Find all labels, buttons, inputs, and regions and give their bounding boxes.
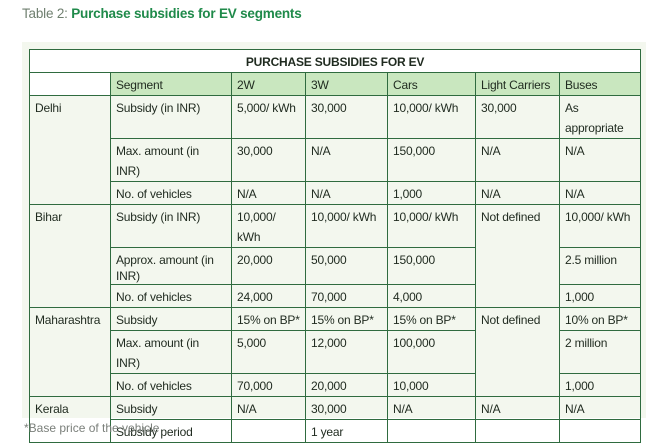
header-row: Segment 2W 3W Cars Light Carriers Buses [29, 72, 642, 96]
table-cell: N/A [475, 396, 560, 420]
table-cell: 10,000/ kWh [558, 204, 642, 248]
table-cell: 1,000 [387, 181, 476, 205]
table-row: Approx. amount (in INR) 20,000 50,000 15… [30, 247, 642, 285]
state-cell: Kerala [29, 396, 111, 443]
table-cell: Approx. amount (in INR) [110, 247, 232, 285]
table-cell: 12,000 [305, 330, 388, 374]
table-cell: Max. amount (in INR) [110, 330, 232, 374]
table-cell: 2 million [558, 330, 642, 374]
table-cell: 4,000 [387, 284, 476, 308]
header-cell: Cars [387, 72, 476, 96]
table-row: No. of vehicles 24,000 70,000 4,000 1,00… [30, 284, 642, 308]
table-cell: 15% on BP* [305, 307, 388, 331]
table-cell: 24,000 [231, 284, 306, 308]
table-cell: 10,000/ kWh [305, 204, 388, 248]
table-cell: 30,000 [305, 95, 388, 139]
table-cell: 30,000 [475, 95, 560, 139]
state-cell: Maharashtra [29, 307, 111, 397]
table-cell: 50,000 [305, 247, 388, 285]
table-row: Kerala Subsidy N/A 30,000 N/A N/A N/A [29, 396, 642, 443]
table-cell: Subsidy (in INR) [110, 95, 232, 139]
table-cell: 100,000 [387, 330, 476, 374]
state-cell: Bihar [29, 204, 111, 308]
table-cell: N/A [558, 138, 642, 182]
table-cell: 150,000 [387, 138, 476, 182]
table-row: Max. amount (in INR) 30,000 N/A 150,000 … [30, 138, 642, 182]
table-cell: N/A [231, 396, 306, 420]
table-cell: 10,000/ kWh [231, 204, 306, 248]
table-cell: Subsidy [110, 307, 232, 331]
table-cell: 10,000 [387, 373, 476, 397]
table-cell: Max. amount (in INR) [110, 138, 232, 182]
table-caption: Table 2: Purchase subsidies for EV segme… [22, 6, 302, 21]
caption-prefix: Table 2: [22, 6, 72, 21]
table-cell: 15% on BP* [231, 307, 306, 331]
header-corner [29, 72, 111, 96]
header-cell: Light Carriers [475, 72, 560, 96]
state-cell: Delhi [29, 95, 111, 205]
table-cell: Subsidy [110, 396, 232, 420]
table-cell: 10% on BP* [558, 307, 642, 331]
table-cell: 70,000 [231, 373, 306, 397]
table-cell: 20,000 [305, 373, 388, 397]
table-cell [475, 419, 560, 443]
table-cell: 5,000 [231, 330, 306, 374]
table-cell: 30,000 [305, 396, 388, 420]
table-cell: 10,000/ kWh [387, 204, 476, 248]
table-cell: 5,000/ kWh [231, 95, 306, 139]
table-cell: Not defined [475, 307, 560, 397]
table-cell [231, 419, 306, 443]
header-cell: 2W [231, 72, 306, 96]
table-cell: 30,000 [231, 138, 306, 182]
table-cell: Not defined [475, 204, 560, 308]
table-cell: No. of vehicles [110, 181, 232, 205]
table-cell: N/A [558, 396, 642, 420]
table-cell: N/A [558, 181, 642, 205]
table-cell [558, 419, 642, 443]
table-cell: No. of vehicles [110, 373, 232, 397]
table-row: Delhi Subsidy (in INR) 5,000/ kWh 30,000… [29, 95, 642, 205]
table-cell: No. of vehicles [110, 284, 232, 308]
table-cell: N/A [305, 138, 388, 182]
table-cell: 1 year [305, 419, 388, 443]
header-cell: 3W [305, 72, 388, 96]
table-cell: 15% on BP* [387, 307, 476, 331]
table-row: Max. amount (in INR) 5,000 12,000 100,00… [30, 330, 642, 374]
header-cell: Segment [110, 72, 232, 96]
table-cell: 10,000/ kWh [387, 95, 476, 139]
footnote: *Base price of the vehicle [24, 421, 160, 435]
table-cell [387, 419, 476, 443]
table-cell: As appropriate [558, 95, 642, 139]
table-cell: 1,000 [558, 284, 642, 308]
table-cell: Subsidy (in INR) [110, 204, 232, 248]
subsidy-table: PURCHASE SUBSIDIES FOR EV Segment 2W 3W … [28, 49, 642, 443]
table-row: No. of vehicles N/A N/A 1,000 N/A N/A [30, 181, 642, 205]
table-cell: 20,000 [231, 247, 306, 285]
table-cell: 70,000 [305, 284, 388, 308]
table-row: Maharashtra Subsidy 15% on BP* 15% on BP… [29, 307, 642, 397]
table-cell: N/A [305, 181, 388, 205]
table-cell: 150,000 [387, 247, 476, 285]
table-title: PURCHASE SUBSIDIES FOR EV [28, 49, 642, 73]
caption-title: Purchase subsidies for EV segments [71, 6, 302, 21]
table-cell: 1,000 [558, 373, 642, 397]
table-row: Bihar Subsidy (in INR) 10,000/ kWh 10,00… [29, 204, 642, 308]
header-cell: Buses [558, 72, 642, 96]
table-cell: N/A [231, 181, 306, 205]
table-cell: 2.5 million [558, 247, 642, 285]
table-cell: N/A [475, 181, 560, 205]
table-cell: N/A [475, 138, 560, 182]
table-cell: N/A [387, 396, 476, 420]
